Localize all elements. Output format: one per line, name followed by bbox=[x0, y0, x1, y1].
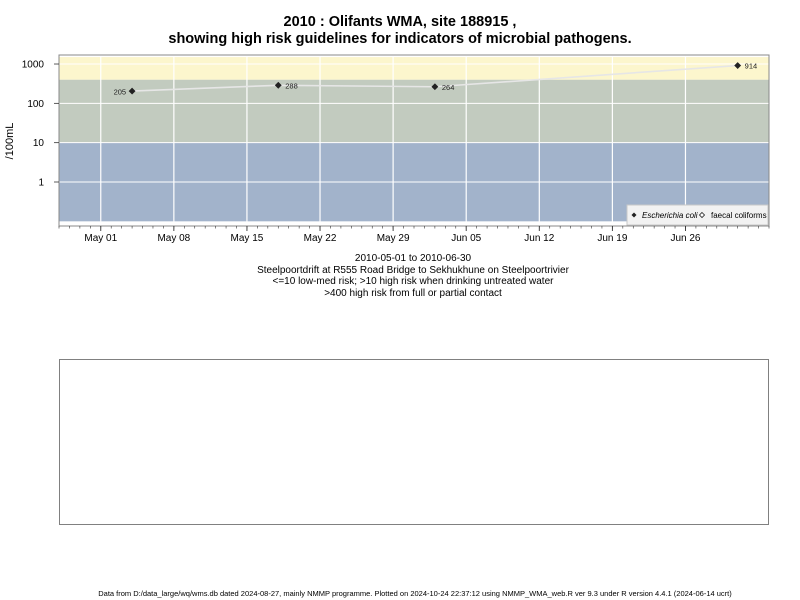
caption-guideline-contact: >400 high risk from full or partial cont… bbox=[324, 287, 502, 299]
caption-guideline-drinking: <=10 low-med risk; >10 high risk when dr… bbox=[272, 276, 554, 287]
chart: 1 10 100 1000 May 01 May 08 May 15 May 22 May 2… bbox=[4, 54, 770, 244]
x-tick-label-1: May 08 bbox=[157, 233, 190, 244]
x-tick-label-4: May 29 bbox=[377, 233, 410, 244]
x-tick-label-0: May 01 bbox=[84, 233, 117, 244]
x-tick-label-3: May 22 bbox=[304, 233, 337, 244]
legend-ecoli-label: Escherichia coli bbox=[642, 211, 698, 220]
series-line-0 bbox=[132, 64, 738, 92]
grid-lines bbox=[59, 55, 769, 226]
chart-title-line2: showing high risk guidelines for indicat… bbox=[168, 31, 632, 47]
caption-date-range: 2010-05-01 to 2010-06-30 bbox=[354, 253, 472, 264]
x-tick-label-7: Jun 19 bbox=[597, 233, 627, 244]
data-label-0-2: 264 bbox=[442, 83, 455, 92]
data-point-0-3 bbox=[734, 62, 742, 69]
data-point-0-2 bbox=[431, 83, 439, 91]
y-tick-label-1: 10 bbox=[33, 138, 45, 149]
legend: Escherichia coli faecal coliforms bbox=[626, 204, 769, 226]
x-tick-label-2: May 15 bbox=[231, 233, 264, 244]
risk-band-2 bbox=[59, 57, 769, 80]
x-tick-label-5: Jun 05 bbox=[451, 233, 481, 244]
risk-bands bbox=[59, 57, 769, 222]
legend-faecal-label: faecal coliforms bbox=[711, 211, 767, 220]
legend-faecal-marker bbox=[698, 211, 706, 219]
chart-title-line1: 2010 : Olifants WMA, site 188915 , bbox=[283, 14, 517, 30]
caption-site: Steelpoortdrift at R555 Road Bridge to S… bbox=[257, 264, 569, 276]
data-point-0-0 bbox=[128, 87, 136, 95]
y-axis: 1 10 100 1000 bbox=[22, 60, 59, 189]
y-tick-label-3: 1000 bbox=[22, 60, 45, 71]
x-tick-label-6: Jun 12 bbox=[524, 233, 554, 244]
data-label-0-3: 914 bbox=[745, 62, 758, 71]
legend-ecoli-marker bbox=[631, 212, 637, 218]
empty-plot-panel bbox=[59, 359, 769, 525]
risk-band-1 bbox=[59, 79, 769, 143]
footer-note: Data from D:/data_large/wq/wms.db dated … bbox=[98, 589, 732, 598]
y-tick-label-2: 100 bbox=[27, 99, 44, 110]
x-tick-label-8: Jun 26 bbox=[670, 233, 700, 244]
data-label-0-0: 205 bbox=[114, 88, 127, 97]
legend-box bbox=[626, 204, 769, 226]
data-point-0-1 bbox=[274, 81, 282, 89]
x-axis: May 01 May 08 May 15 May 22 May 29 Jun 05 Jun … bbox=[58, 226, 770, 244]
y-axis-label: /100mL bbox=[4, 123, 16, 160]
data-label-0-1: 288 bbox=[285, 81, 298, 90]
y-tick-label-0: 1 bbox=[38, 178, 44, 189]
series-layer: 205 288 264 914 bbox=[114, 62, 758, 97]
